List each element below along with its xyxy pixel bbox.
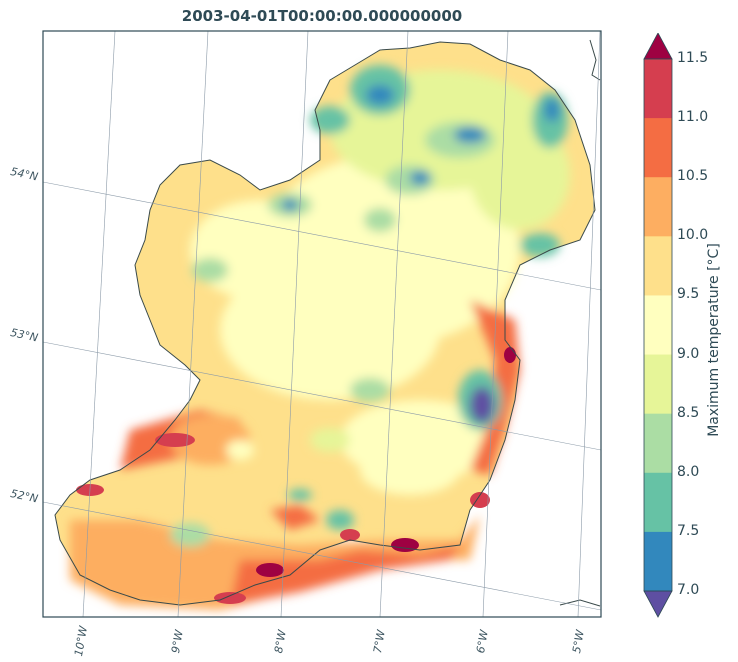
colorbar-band <box>644 295 672 356</box>
colorbar-band <box>644 354 672 415</box>
graticule <box>43 31 601 617</box>
colorbar-band <box>644 413 672 474</box>
colorbar-band <box>644 531 672 592</box>
colorbar-tick-label: 8.0 <box>677 463 700 480</box>
ireland-landmass <box>43 31 601 617</box>
colorbar-band <box>644 59 672 119</box>
colorbar-tick-label: 7.5 <box>677 522 700 539</box>
colorbar <box>643 33 673 618</box>
map-title: 2003-04-01T00:00:00.000000000 <box>181 7 463 25</box>
colorbar-tick-label: 11.0 <box>677 109 709 126</box>
map-frame <box>42 30 602 618</box>
colorbar-band <box>644 236 672 296</box>
colorbar-extend-min <box>643 590 673 618</box>
colorbar-tick-label: 9.0 <box>677 345 700 362</box>
colorbar-band <box>644 177 672 237</box>
colorbar-band <box>644 118 672 178</box>
colorbar-tick-label: 7.0 <box>677 582 700 598</box>
colorbar-label: Maximum temperature [°C] <box>706 243 722 437</box>
colorbar-band <box>644 472 672 533</box>
colorbar-tick-label: 10.5 <box>677 168 709 185</box>
colorbar-tick-label: 9.5 <box>677 286 700 303</box>
colorbar-extend-max <box>643 33 673 60</box>
colorbar-tick-label: 11.5 <box>677 50 709 66</box>
colorbar-tick-label: 8.5 <box>677 404 700 421</box>
colorbar-tick-label: 10.0 <box>677 227 709 244</box>
